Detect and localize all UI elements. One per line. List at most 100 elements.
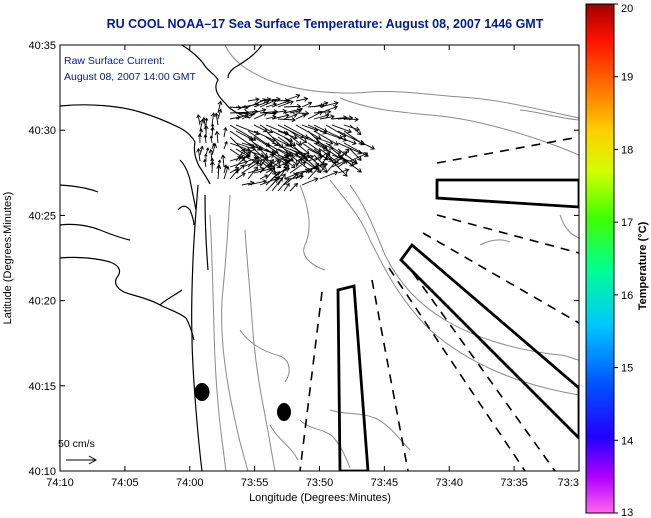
current-vector-head	[299, 172, 304, 177]
y-tick-label: 40:10	[28, 466, 56, 478]
current-vector-head	[250, 143, 256, 148]
current-vector	[247, 156, 259, 168]
current-vector-head	[304, 149, 310, 155]
current-vector	[301, 168, 312, 174]
current-vector	[247, 98, 260, 102]
current-vector	[277, 178, 290, 192]
current-vector	[295, 172, 303, 180]
current-vector	[253, 167, 273, 174]
current-vector	[241, 182, 254, 186]
current-vector	[283, 183, 290, 192]
current-vector	[235, 113, 249, 120]
current-vector-head	[318, 155, 324, 161]
y-ticks: 40:35 40:30 40:25 40:20 40:15 40:10	[28, 40, 579, 478]
current-vector-head	[199, 145, 204, 150]
current-vector-head	[217, 159, 222, 163]
annotation-line1: Raw Surface Current:	[64, 55, 165, 67]
current-vector	[247, 130, 271, 147]
current-vector-head	[325, 152, 331, 158]
shipping-lane-outlines	[336, 178, 579, 471]
current-vector	[259, 159, 274, 174]
current-vector-head	[293, 182, 299, 188]
station-marker-east	[277, 403, 291, 421]
current-vector-head	[357, 156, 362, 161]
current-vector	[203, 117, 207, 132]
current-vector-head	[293, 152, 299, 158]
current-vector-head	[208, 148, 214, 154]
current-vector	[277, 100, 294, 108]
current-vector	[319, 165, 326, 174]
current-vector-head	[210, 123, 215, 127]
current-vector-head	[272, 98, 278, 104]
current-vector	[265, 142, 289, 156]
x-tick-label: 74:10	[46, 477, 74, 489]
current-vector	[283, 114, 297, 120]
y-tick-label: 40:25	[28, 210, 56, 222]
current-vector	[215, 113, 219, 126]
current-vector	[235, 172, 246, 180]
current-vector-head	[356, 130, 362, 136]
current-vector-head	[334, 141, 339, 146]
current-vector	[235, 157, 246, 168]
current-vector-head	[248, 113, 254, 118]
x-tick-label: 73:3	[558, 477, 579, 489]
current-vector-head	[289, 152, 295, 157]
current-vector-head	[330, 114, 335, 120]
current-vector	[271, 177, 283, 192]
current-vector	[331, 160, 347, 168]
current-vector-head	[285, 177, 290, 183]
y-tick-label: 40:20	[28, 296, 56, 308]
current-vector	[307, 148, 333, 162]
current-vector-head	[214, 130, 220, 136]
dashed-boundaries	[299, 136, 579, 471]
current-vector	[205, 118, 208, 126]
current-vector	[307, 111, 323, 120]
current-vector-head	[246, 151, 251, 157]
current-vector-head	[203, 158, 207, 163]
current-vector	[241, 161, 259, 174]
y-tick-label: 40:30	[28, 125, 56, 137]
current-vector	[235, 106, 248, 109]
current-vector	[313, 150, 331, 162]
current-vector-head	[302, 138, 308, 143]
y-axis-label: Latitude (Degrees:Minutes)	[2, 192, 14, 325]
current-vector	[271, 161, 281, 168]
current-vector-head	[216, 164, 222, 170]
current-vector-head	[277, 161, 282, 166]
current-vector	[307, 163, 319, 174]
current-vector-head	[328, 140, 334, 145]
current-vector	[241, 151, 251, 162]
current-vector-head	[240, 156, 246, 162]
current-vector-head	[254, 161, 260, 166]
current-vector	[265, 112, 277, 115]
current-vector-head	[353, 160, 358, 165]
current-vector-head	[196, 113, 201, 119]
current-vector-head	[234, 168, 239, 174]
current-vector-head	[281, 173, 286, 179]
current-vector	[253, 109, 266, 114]
current-vector	[301, 102, 312, 108]
current-vector-head	[289, 100, 294, 105]
current-vector	[307, 167, 320, 180]
current-vector-head	[370, 145, 376, 150]
x-axis-label: Longitude (Degrees:Minutes)	[249, 492, 391, 504]
current-vector	[313, 114, 329, 120]
current-vector	[337, 169, 349, 174]
current-vector-head	[285, 113, 290, 119]
current-vector-head	[255, 97, 260, 103]
current-vector-head	[255, 130, 260, 136]
colorbar-tick-label: 14	[621, 435, 633, 447]
current-vector-head	[197, 133, 202, 138]
current-vector-head	[303, 96, 309, 102]
current-vector	[331, 117, 347, 120]
current-vector	[265, 178, 278, 192]
current-vector-head	[217, 108, 223, 113]
current-vector	[235, 149, 246, 162]
colorbar-tick-label: 16	[621, 290, 633, 302]
current-vector	[199, 119, 204, 132]
current-vector-head	[314, 167, 320, 172]
current-vector-head	[220, 154, 226, 159]
current-vector-head	[236, 115, 242, 120]
current-vector-head	[223, 126, 228, 131]
